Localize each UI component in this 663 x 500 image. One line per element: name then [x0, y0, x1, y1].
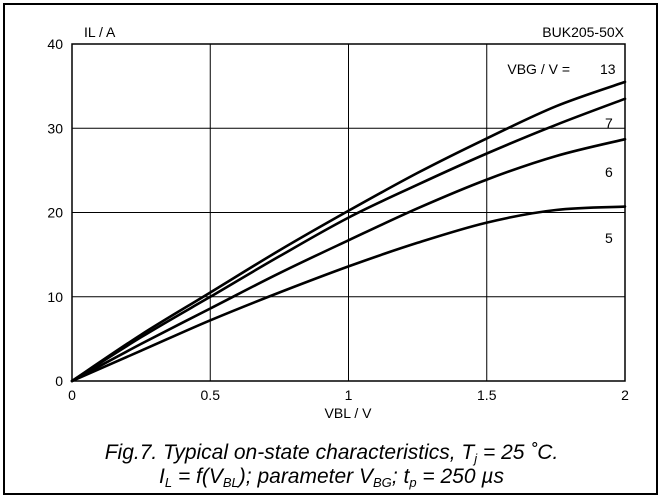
x-tick-label: 1.5 [477, 387, 497, 403]
y-axis-label: IL / A [84, 24, 116, 40]
device-id-label: BUK205-50X [542, 24, 624, 40]
series-line-6 [70, 137, 627, 383]
legend-title: VBG / V = [507, 61, 570, 77]
series-label-6: 6 [605, 164, 613, 180]
caption-text: = 25 ˚C. [477, 441, 559, 464]
x-axis-label: VBL / V [325, 405, 373, 421]
caption-sub: j [474, 451, 478, 466]
series-label-5: 5 [605, 230, 613, 246]
caption-text: I [159, 465, 165, 488]
y-tick-label: 10 [47, 289, 63, 305]
caption-text: ; t [391, 465, 410, 488]
curves [70, 80, 627, 383]
caption-text: = 250 µs [416, 465, 504, 488]
caption-sub: BL [222, 475, 239, 490]
caption-line-1: Fig.7. Typical on-state characteristics,… [0, 441, 663, 466]
y-tick-label: 20 [47, 205, 63, 221]
caption-text: = f(V [172, 465, 223, 488]
x-tick-label: 1 [345, 387, 353, 403]
y-tick-label: 40 [47, 36, 63, 52]
figure-frame [3, 3, 658, 495]
caption-sub: BG [373, 475, 392, 490]
plot-area [71, 43, 626, 382]
series-label-13: 13 [600, 61, 616, 77]
caption-sub: L [164, 475, 173, 490]
x-tick-label: 2 [621, 387, 629, 403]
series-line-5 [70, 205, 627, 383]
caption-text: Fig.7. Typical on-state characteristics,… [104, 441, 475, 464]
caption-line-2: IL = f(VBL); parameter VBG; tp = 250 µs [0, 465, 663, 490]
caption-text: ); parameter V [238, 465, 374, 488]
y-tick-label: 0 [55, 373, 63, 389]
x-tick-label: 0.5 [201, 387, 221, 403]
caption-sub: p [409, 475, 417, 490]
x-tick-label: 0 [68, 387, 76, 403]
y-tick-label: 30 [47, 120, 63, 136]
series-line-7 [70, 97, 627, 383]
series-label-7: 7 [605, 115, 613, 131]
series-line-13 [70, 80, 627, 383]
series-labels: 13 7 6 5 [600, 61, 616, 246]
